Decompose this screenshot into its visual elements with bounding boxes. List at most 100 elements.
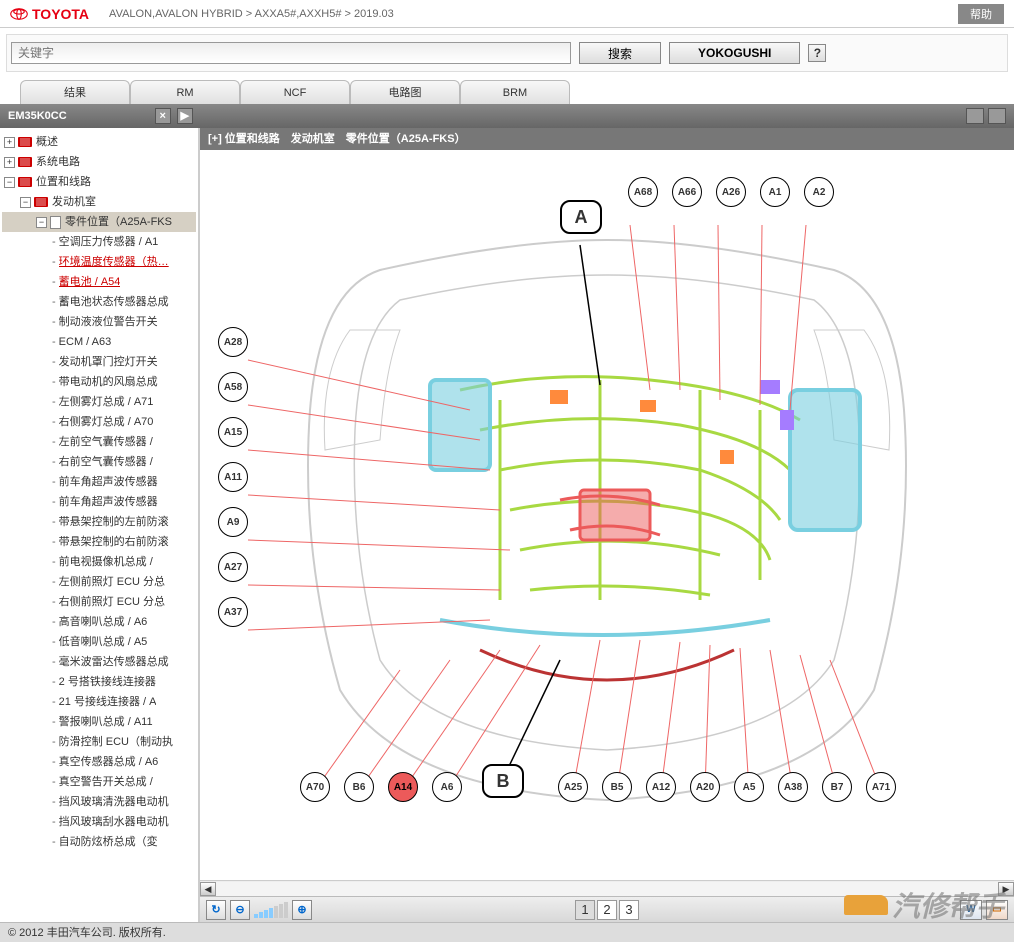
tree-item[interactable]: -防滑控制 ECU（制动执: [2, 732, 196, 752]
tree-item[interactable]: -真空传感器总成 / A6: [2, 752, 196, 772]
yokogushi-button[interactable]: YOKOGUSHI: [669, 42, 800, 64]
page-1[interactable]: 1: [575, 900, 595, 920]
tree-node-location[interactable]: −位置和线路: [2, 172, 196, 192]
tab-ncf[interactable]: NCF: [240, 80, 350, 104]
tree-item[interactable]: -ECM / A63: [2, 332, 196, 352]
tab-brm[interactable]: BRM: [460, 80, 570, 104]
diagram-area[interactable]: A68 A66 A26 A1 A2 A28 A58 A15 A11 A9 A27 A37 A70 B6 A1…: [200, 150, 1014, 880]
tree-item[interactable]: -发动机罩门控灯开关: [2, 352, 196, 372]
callout-a58[interactable]: A58: [218, 372, 248, 402]
callout-a[interactable]: A: [560, 200, 602, 234]
tab-circuit[interactable]: 电路图: [350, 80, 460, 104]
tree-item[interactable]: -毫米波雷达传感器总成: [2, 652, 196, 672]
car-icon: [844, 895, 888, 915]
callout-a26[interactable]: A26: [716, 177, 746, 207]
header-bar: TOYOTA AVALON,AVALON HYBRID > AXXA5#,AXX…: [0, 0, 1014, 28]
callout-b5[interactable]: B5: [602, 772, 632, 802]
callout-a20[interactable]: A20: [690, 772, 720, 802]
page-2[interactable]: 2: [597, 900, 617, 920]
tree-item[interactable]: -真空警告开关总成 /: [2, 772, 196, 792]
callout-b6[interactable]: B6: [344, 772, 374, 802]
play-icon[interactable]: ▶: [177, 108, 193, 124]
tree-item[interactable]: -蓄电池状态传感器总成: [2, 292, 196, 312]
sidebar-tree: +概述 +系统电路 −位置和线路 −发动机室 −零件位置（A25A-FKS -空…: [0, 128, 200, 922]
content-title: [+] 位置和线路 发动机室 零件位置（A25A-FKS）: [200, 128, 1014, 150]
search-input[interactable]: [11, 42, 571, 64]
callout-a12[interactable]: A12: [646, 772, 676, 802]
tree-item[interactable]: -前车角超声波传感器: [2, 472, 196, 492]
tree-item[interactable]: -带悬架控制的右前防滚: [2, 532, 196, 552]
engine-diagram: [200, 150, 1014, 880]
brand-text: TOYOTA: [32, 6, 89, 22]
tree-item[interactable]: -2 号搭铁接线连接器: [2, 672, 196, 692]
zoom-in-button[interactable]: ⊕: [292, 900, 312, 920]
callout-a28[interactable]: A28: [218, 327, 248, 357]
callout-a9[interactable]: A9: [218, 507, 248, 537]
help-button[interactable]: 帮助: [958, 4, 1004, 24]
watermark: 汽修帮手: [844, 885, 1004, 925]
tree-item[interactable]: -带悬架控制的左前防滚: [2, 512, 196, 532]
zoom-out-button[interactable]: ⊖: [230, 900, 250, 920]
document-code: EM35K0CC: [8, 110, 67, 122]
refresh-button[interactable]: ↻: [206, 900, 226, 920]
tree-item[interactable]: -右侧前照灯 ECU 分总: [2, 592, 196, 612]
tab-results[interactable]: 结果: [20, 80, 130, 104]
callout-a38[interactable]: A38: [778, 772, 808, 802]
breadcrumb[interactable]: AVALON,AVALON HYBRID > AXXA5#,AXXH5# > 2…: [109, 8, 394, 20]
print-icon[interactable]: [966, 108, 984, 124]
pager: 1 2 3: [575, 900, 639, 920]
tree-item[interactable]: -环境温度传感器（热…: [2, 252, 196, 272]
tree-item[interactable]: -前车角超声波传感器: [2, 492, 196, 512]
tree-node-engine-room[interactable]: −发动机室: [2, 192, 196, 212]
scroll-left-icon[interactable]: ◀: [200, 882, 216, 896]
tree-item[interactable]: -低音喇叭总成 / A5: [2, 632, 196, 652]
tree-item[interactable]: -警报喇叭总成 / A11: [2, 712, 196, 732]
callout-a37[interactable]: A37: [218, 597, 248, 627]
search-button[interactable]: 搜索: [579, 42, 661, 64]
callout-b[interactable]: B: [482, 764, 524, 798]
tab-rm[interactable]: RM: [130, 80, 240, 104]
callout-a25[interactable]: A25: [558, 772, 588, 802]
tree-item[interactable]: -自动防炫桥总成（変: [2, 832, 196, 852]
callout-a6[interactable]: A6: [432, 772, 462, 802]
callout-a66[interactable]: A66: [672, 177, 702, 207]
tree-item[interactable]: -21 号接线连接器 / A: [2, 692, 196, 712]
content-pane: [+] 位置和线路 发动机室 零件位置（A25A-FKS）: [200, 128, 1014, 922]
tree-item[interactable]: -制动液液位警告开关: [2, 312, 196, 332]
callout-a5[interactable]: A5: [734, 772, 764, 802]
tree-item[interactable]: -右前空气囊传感器 /: [2, 452, 196, 472]
tree-item[interactable]: -挡风玻璃刮水器电动机: [2, 812, 196, 832]
callout-a11[interactable]: A11: [218, 462, 248, 492]
brand-logo: TOYOTA: [10, 6, 89, 22]
tree-item[interactable]: -左侧前照灯 ECU 分总: [2, 572, 196, 592]
callout-a1[interactable]: A1: [760, 177, 790, 207]
tree-item[interactable]: -高音喇叭总成 / A6: [2, 612, 196, 632]
callout-a68[interactable]: A68: [628, 177, 658, 207]
callout-a15[interactable]: A15: [218, 417, 248, 447]
tree-item[interactable]: -蓄电池 / A54: [2, 272, 196, 292]
tree-node-parts-loc[interactable]: −零件位置（A25A-FKS: [2, 212, 196, 232]
help-icon[interactable]: ?: [808, 44, 826, 62]
callout-a27[interactable]: A27: [218, 552, 248, 582]
tree-item[interactable]: -左侧雾灯总成 / A71: [2, 392, 196, 412]
tree-item[interactable]: -左前空气囊传感器 /: [2, 432, 196, 452]
tree-node-syscircuit[interactable]: +系统电路: [2, 152, 196, 172]
callout-a70[interactable]: A70: [300, 772, 330, 802]
callout-a14[interactable]: A14: [388, 772, 418, 802]
tree-item[interactable]: -前电视摄像机总成 /: [2, 552, 196, 572]
callout-a2[interactable]: A2: [804, 177, 834, 207]
back-icon[interactable]: [988, 108, 1006, 124]
page-3[interactable]: 3: [619, 900, 639, 920]
tab-strip: 结果 RM NCF 电路图 BRM: [0, 78, 1014, 104]
callout-b7[interactable]: B7: [822, 772, 852, 802]
tree-item[interactable]: -带电动机的风扇总成: [2, 372, 196, 392]
tree-item[interactable]: -挡风玻璃清洗器电动机: [2, 792, 196, 812]
footer: © 2012 丰田汽车公司. 版权所有.: [0, 922, 1014, 942]
document-bar: EM35K0CC × ▶: [0, 104, 1014, 128]
close-icon[interactable]: ×: [155, 108, 171, 124]
search-bar: 搜索 YOKOGUSHI ?: [6, 34, 1008, 72]
tree-item[interactable]: -空调压力传感器 / A1: [2, 232, 196, 252]
tree-item[interactable]: -右侧雾灯总成 / A70: [2, 412, 196, 432]
callout-a71[interactable]: A71: [866, 772, 896, 802]
tree-node-overview[interactable]: +概述: [2, 132, 196, 152]
